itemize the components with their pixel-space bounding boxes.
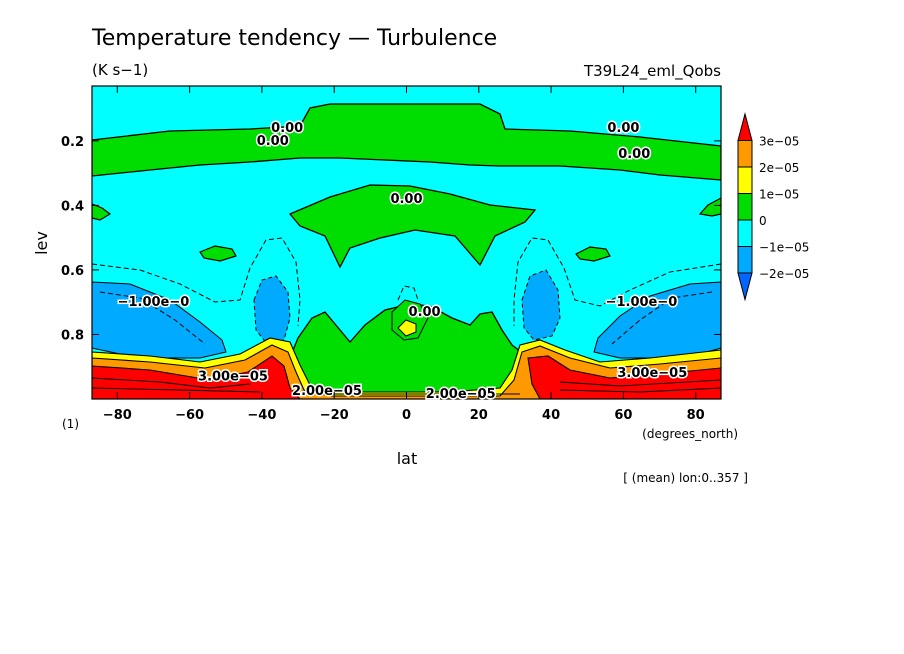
field-neg-right-core	[521, 269, 561, 341]
x-axis-label: lat	[397, 449, 418, 468]
contour-labels: 0.000.000.000.000.000.00−1.00e−0 −1.00e−0…	[116, 119, 689, 403]
colorbar-label: 0	[759, 214, 767, 228]
field-neg-left-core	[253, 275, 291, 346]
neg-contour-right-inner	[611, 291, 713, 345]
surface-contour-1	[92, 377, 251, 389]
colorbar-box	[737, 219, 753, 247]
x-tick-label: 0	[402, 408, 411, 423]
contour-label: 0.00	[618, 147, 650, 162]
field-blob-left	[199, 245, 237, 262]
contour-label: 0.00	[257, 134, 289, 149]
x-axis-units: (degrees_north)	[642, 427, 738, 441]
plot-area	[92, 86, 721, 399]
neg-contour-right-outer	[513, 237, 721, 326]
y-tick-label: 0.4	[61, 199, 84, 214]
run-name: T39L24_eml_Qobs	[583, 62, 721, 81]
colorbar-label: 2e−05	[759, 161, 799, 175]
contour-label: 2.00e−05	[426, 387, 496, 402]
colorbar-label: 3e−05	[759, 135, 799, 149]
negative-contours	[92, 237, 721, 345]
x-tick-label: −60	[175, 408, 204, 423]
colorbar-box	[737, 193, 753, 221]
surface-contours	[92, 377, 721, 395]
colorbar: 3e−05 2e−05 1e−05 0 −1e−05 −2e−05	[737, 112, 809, 302]
field-blob-right	[575, 246, 611, 262]
field-upper-positive	[92, 103, 721, 181]
chart-units: (K s−1)	[92, 61, 148, 79]
colorbar-box	[737, 246, 753, 274]
neg-contour-left-outer	[92, 237, 301, 327]
contour-label: 0.00	[271, 121, 303, 136]
x-axis: −80 −60 −40 −20 0 20 40 60 80	[103, 86, 705, 423]
x-tick-label: 60	[614, 408, 632, 423]
field-right-patch	[698, 197, 721, 217]
field-surface-red	[92, 355, 301, 399]
contour-label: 0.00	[390, 192, 422, 207]
colorbar-box	[737, 140, 753, 168]
field-mid-positive	[288, 184, 537, 269]
x-tick-label: 40	[542, 408, 560, 423]
contour-label: −1.00e−0	[606, 295, 678, 310]
surface-contour-2	[92, 387, 261, 393]
contour-label: 3.00e−05	[198, 369, 268, 384]
colorbar-label: −2e−05	[759, 267, 809, 281]
field-eq-yellow	[397, 319, 417, 337]
contour-label: 0.00	[607, 121, 639, 136]
y-axis: 0.2 0.4 0.6 0.8	[61, 135, 721, 343]
field-left-patch	[92, 203, 112, 221]
x-tick-label: −40	[247, 408, 276, 423]
colorbar-arrow-bottom	[737, 272, 753, 302]
colorbar-arrow-top	[737, 112, 753, 141]
field-surface-red-right	[527, 355, 721, 399]
x-tick-label: −20	[320, 408, 349, 423]
y-axis-units: (1)	[62, 417, 79, 431]
y-tick-label: 0.2	[61, 135, 84, 150]
y-tick-label: 0.6	[61, 264, 84, 279]
colorbar-label: 1e−05	[759, 188, 799, 202]
contour-label: −1.00e−0	[118, 295, 190, 310]
x-tick-label: 80	[687, 408, 705, 423]
chart-title: Temperature tendency — Turbulence	[91, 26, 497, 51]
footnote: [ (mean) lon:0..357 ]	[623, 471, 748, 485]
colorbar-box	[737, 166, 753, 194]
y-axis-label: lev	[32, 231, 51, 255]
contour-label: 2.00e−05	[292, 384, 362, 399]
colorbar-label: −1e−05	[759, 241, 809, 255]
field-neg-left	[92, 281, 227, 359]
neg-contour-left-inner	[99, 291, 206, 345]
surface-contour-3	[559, 379, 721, 387]
x-tick-label: 20	[470, 408, 488, 423]
contour-label: 0.00	[409, 305, 441, 320]
surface-contour-4	[559, 387, 721, 393]
neg-contour-eq	[397, 285, 419, 301]
contour-label: 3.00e−05	[617, 366, 687, 381]
y-tick-label: 0.8	[61, 328, 84, 343]
x-tick-label: −80	[103, 408, 132, 423]
